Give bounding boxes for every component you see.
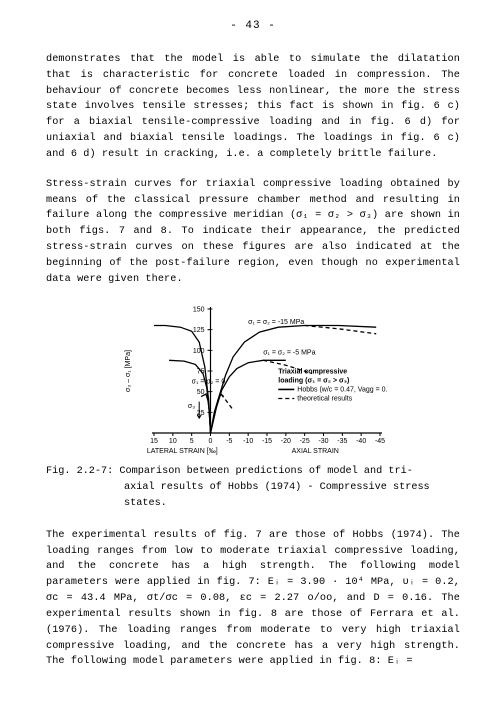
svg-text:-35: -35 [337, 438, 347, 445]
paragraph-2: Stress-strain curves for triaxial compre… [46, 177, 460, 288]
svg-text:-30: -30 [318, 438, 328, 445]
paragraph-3: The experimental results of fig. 7 are t… [46, 528, 460, 670]
svg-text:-20: -20 [281, 438, 291, 445]
svg-text:σ₁ = σ₂ = 0: σ₁ = σ₂ = 0 [192, 379, 226, 386]
caption-line-1: Fig. 2.2-7: Comparison between predictio… [46, 464, 460, 480]
svg-text:150: 150 [193, 307, 205, 314]
svg-text:loading (σ₁ = σ₂ > σ₃): loading (σ₁ = σ₂ > σ₃) [278, 378, 349, 385]
figure-caption: Fig. 2.2-7: Comparison between predictio… [46, 464, 460, 511]
page: - 43 - demonstrates that the model is ab… [0, 0, 500, 704]
svg-text:-40: -40 [356, 438, 366, 445]
svg-text:0: 0 [209, 438, 213, 445]
svg-text:AXIAL STRAIN: AXIAL STRAIN [292, 448, 339, 455]
svg-text:10: 10 [169, 438, 177, 445]
svg-text:theoretical results: theoretical results [297, 396, 352, 403]
svg-text:15: 15 [150, 438, 158, 445]
svg-text:-10: -10 [243, 438, 253, 445]
svg-text:-45: -45 [375, 438, 385, 445]
paragraph-1: demonstrates that the model is able to s… [46, 52, 460, 163]
svg-text:-25: -25 [300, 438, 310, 445]
svg-text:100: 100 [193, 348, 205, 355]
svg-text:Triaxial compressive: Triaxial compressive [278, 369, 347, 376]
svg-text:LATERAL STRAIN [‰]: LATERAL STRAIN [‰] [147, 448, 218, 455]
svg-text:σ₁ = σ₂ = -15 MPa: σ₁ = σ₂ = -15 MPa [248, 319, 304, 326]
figure-2-2-7-chart: 255075100125150151050-5-10-15-20-25-30-3… [118, 301, 388, 456]
svg-text:σ₁ = σ₂ = -5 MPa: σ₁ = σ₂ = -5 MPa [263, 350, 315, 357]
chart-svg: 255075100125150151050-5-10-15-20-25-30-3… [118, 301, 388, 456]
caption-line-3: states. [46, 496, 460, 512]
svg-text:σ₃: σ₃ [188, 404, 195, 411]
caption-line-2: axial results of Hobbs (1974) - Compress… [46, 480, 460, 496]
svg-text:-5: -5 [226, 438, 232, 445]
svg-text:5: 5 [190, 438, 194, 445]
svg-text:125: 125 [193, 328, 205, 335]
page-number: - 43 - [46, 20, 460, 32]
svg-text:σ₃ – σ₁ [MPa]: σ₃ – σ₁ [MPa] [125, 350, 132, 392]
svg-text:-15: -15 [262, 438, 272, 445]
svg-text:Hobbs (w/c = 0.47, Vagg = 0.70: Hobbs (w/c = 0.47, Vagg = 0.70) [297, 387, 388, 394]
